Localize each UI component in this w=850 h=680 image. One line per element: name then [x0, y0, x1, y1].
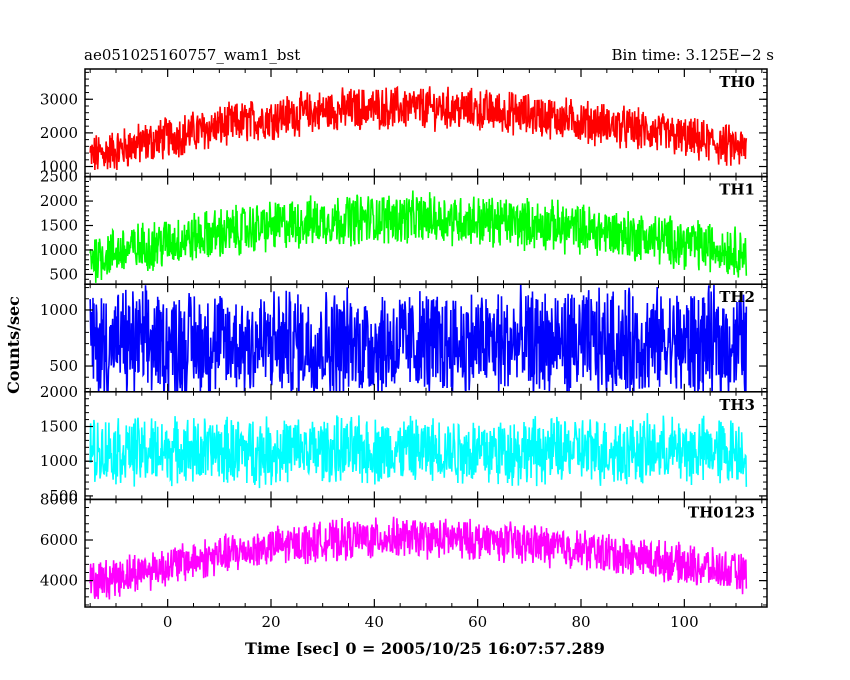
panels-group: TH0 1000 2000 3000 TH1 500 1000 1500 2000 2500 TH2…: [40, 68, 768, 608]
panel-th1: TH1 500 1000 1500 2000 2500: [40, 168, 768, 285]
panel-label: TH1: [719, 181, 755, 199]
y-tick-label: 2000: [40, 124, 78, 142]
y-tick-label: 1000: [40, 241, 78, 259]
y-tick-label: 3000: [40, 90, 78, 108]
x-tick-label: 100: [670, 613, 699, 631]
panel-label: TH0123: [688, 503, 755, 521]
y-tick-label: 6000: [40, 531, 78, 549]
series-line-th2: [89, 284, 748, 392]
panel-th0: TH0 1000 2000 3000: [40, 68, 768, 178]
x-axis-title: Time [sec] 0 = 2005/10/25 16:07:57.289: [245, 639, 605, 658]
y-tick-label: 1000: [40, 301, 78, 319]
series-line-th0123: [89, 516, 748, 600]
x-tick-label: 0: [163, 613, 173, 631]
series-line-th0: [89, 85, 748, 170]
x-tick-label: 40: [365, 613, 384, 631]
panel-th2: TH2 500 1000: [40, 283, 768, 393]
y-tick-label: 500: [49, 357, 78, 375]
x-tick-label: 20: [261, 613, 280, 631]
x-tick-label: 80: [571, 613, 590, 631]
y-tick-label: 2000: [40, 192, 78, 210]
series-line-th1: [89, 190, 748, 283]
y-tick-label: 8000: [40, 490, 78, 508]
y-tick-label: 2000: [40, 383, 78, 401]
y-tick-label: 2500: [40, 168, 78, 186]
x-axis: 0 20 40 60 80 100: [163, 613, 699, 631]
series-line-th3: [89, 413, 748, 489]
panel-label: TH2: [719, 288, 755, 306]
y-tick-label: 500: [49, 265, 78, 283]
y-tick-label: 1000: [40, 158, 78, 176]
panel-th0123: TH0123 4000 6000 8000: [40, 490, 768, 608]
y-tick-label: 4000: [40, 572, 78, 590]
bin-time-label: Bin time: 3.125E−2 s: [612, 46, 774, 64]
panel-label: TH0: [719, 73, 755, 91]
x-tick-label: 60: [468, 613, 487, 631]
y-tick-label: 1500: [40, 418, 78, 436]
chart-title: ae051025160757_wam1_bst: [84, 46, 300, 64]
panel-label: TH3: [719, 396, 755, 414]
y-tick-label: 1500: [40, 217, 78, 235]
y-tick-label: 500: [49, 487, 78, 505]
y-tick-label: 1000: [40, 452, 78, 470]
panel-th3: TH3 500 1000 1500 2000: [40, 383, 768, 505]
y-axis-title: Counts/sec: [4, 296, 23, 394]
